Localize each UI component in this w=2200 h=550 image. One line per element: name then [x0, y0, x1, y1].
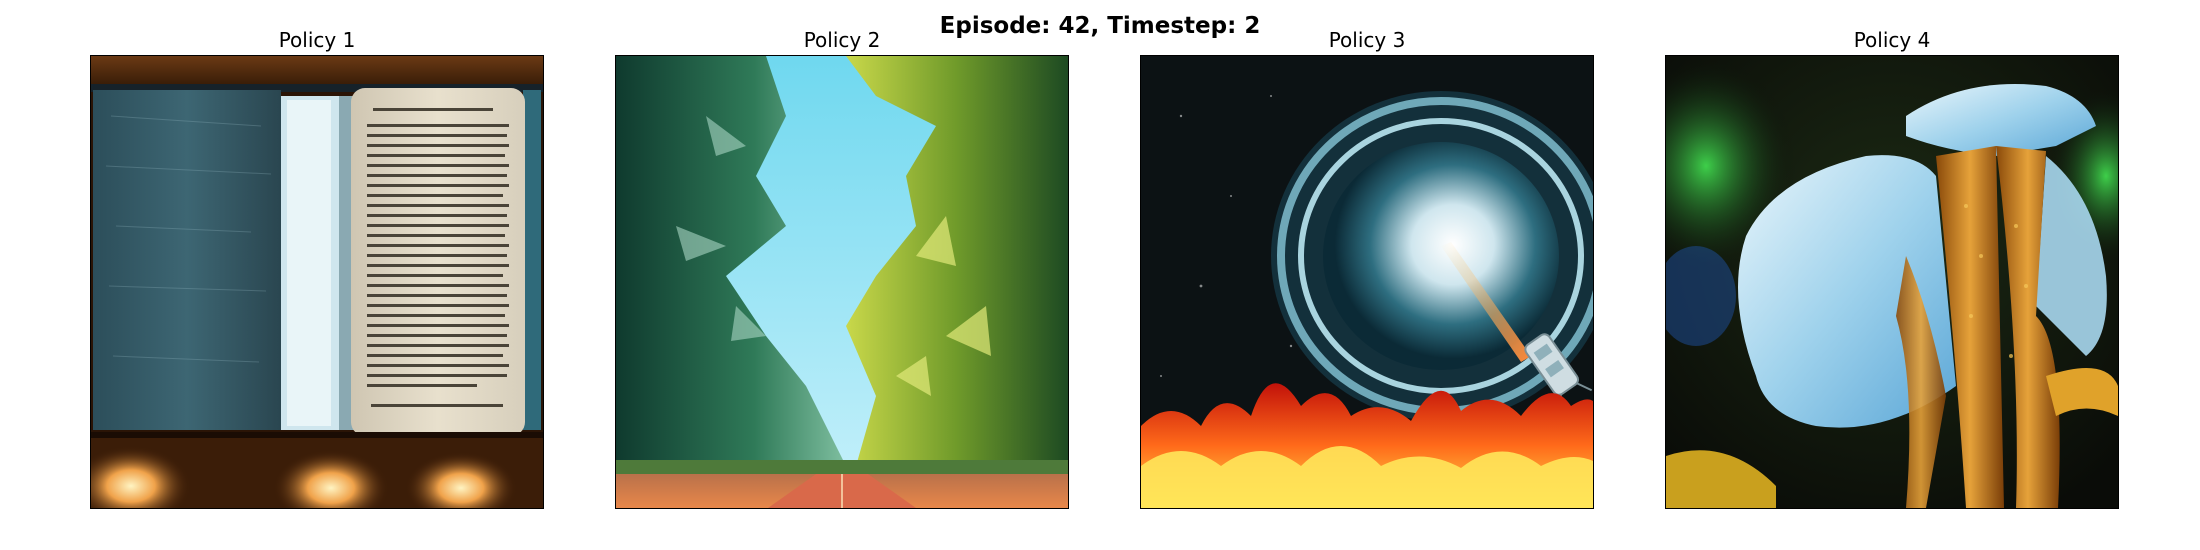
panel-title: Policy 3: [1328, 28, 1406, 52]
generated-image-frame: [90, 55, 544, 509]
generated-image-frame: [615, 55, 1069, 509]
panel-title: Policy 1: [278, 28, 356, 52]
forest-road-image: [616, 56, 1068, 508]
space-ring-image: [1141, 56, 1593, 508]
panel-title: Policy 2: [803, 28, 881, 52]
policy-panel-1: Policy 1: [90, 0, 544, 550]
generated-image-frame: [1665, 55, 2119, 509]
policy-panel-3: Policy 3: [1140, 0, 1594, 550]
figure-title: Episode: 42, Timestep: 2: [939, 13, 1261, 39]
generated-image-frame: [1140, 55, 1594, 509]
policy-panel-4: Policy 4: [1665, 0, 2119, 550]
panel-title: Policy 4: [1853, 28, 1931, 52]
mushroom-image: [1666, 56, 2118, 508]
policy-panel-2: Policy 2: [615, 0, 1069, 550]
book-image: [91, 56, 543, 508]
